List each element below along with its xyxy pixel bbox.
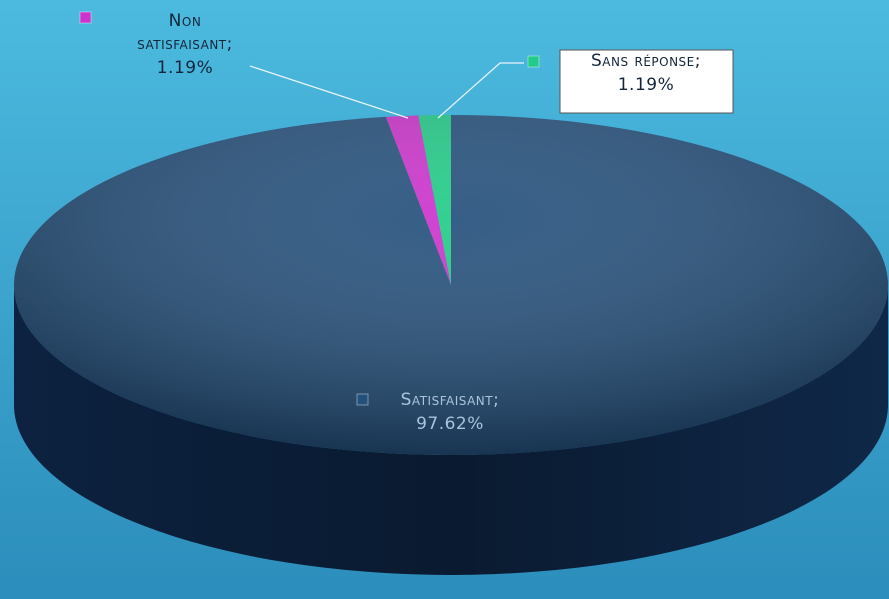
category-name: Sans réponse bbox=[591, 51, 695, 71]
legend-swatch bbox=[527, 55, 540, 68]
label-separator: ; bbox=[227, 34, 233, 54]
category-name: Satisfaisant bbox=[401, 390, 494, 410]
legend-swatch bbox=[356, 393, 369, 406]
data-label: Sans réponse; 1.19% bbox=[591, 51, 701, 95]
data-label: Non satisfaisant; 1.19% bbox=[137, 11, 233, 78]
label-separator: ; bbox=[695, 51, 701, 71]
data-label: Satisfaisant; 97.62% bbox=[401, 390, 500, 434]
leader-line bbox=[437, 62, 524, 119]
value-label: 1.19% bbox=[157, 58, 214, 78]
pie bbox=[14, 115, 889, 575]
category-name-wrap: satisfaisant bbox=[137, 34, 227, 54]
legend-swatch bbox=[79, 11, 92, 24]
labels: Satisfaisant; 97.62% Non satisfaisant; 1.19%… bbox=[79, 11, 734, 434]
category-name: Non bbox=[169, 11, 202, 31]
value-label: 97.62% bbox=[416, 414, 484, 434]
label-box bbox=[559, 49, 734, 114]
label-separator: ; bbox=[493, 390, 499, 410]
pie-slice-side bbox=[14, 285, 888, 575]
leader-line bbox=[249, 65, 409, 119]
value-label: 1.19% bbox=[618, 75, 675, 95]
